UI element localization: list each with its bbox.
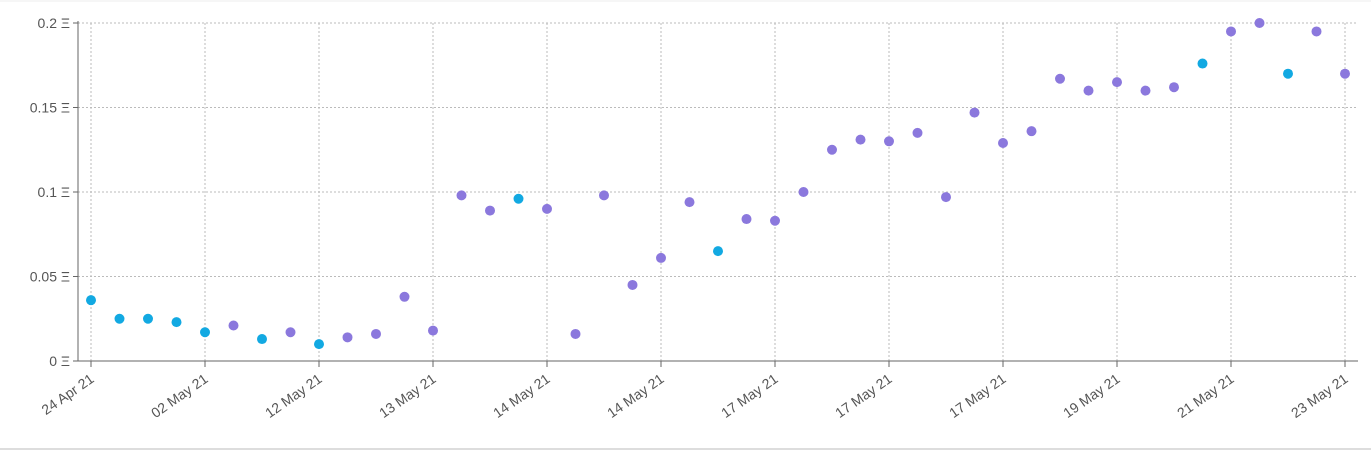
point — [827, 144, 837, 155]
point — [1083, 85, 1094, 96]
point — [456, 190, 467, 201]
point — [285, 327, 296, 338]
point — [86, 295, 96, 306]
point — [855, 134, 866, 145]
point — [200, 327, 210, 338]
point — [1140, 85, 1151, 96]
point — [969, 107, 980, 118]
point — [627, 279, 638, 290]
point — [998, 137, 1008, 148]
point — [114, 313, 125, 324]
x-tick-label: 24 Apr 21 — [38, 370, 96, 418]
point — [1169, 82, 1179, 93]
point — [399, 291, 410, 302]
x-tick-label: 12 May 21 — [262, 370, 325, 421]
y-tick-label: 0 Ξ — [49, 353, 70, 369]
point — [1112, 77, 1122, 88]
x-tick-label: 02 May 21 — [148, 370, 211, 421]
point — [1283, 68, 1293, 79]
point — [171, 317, 182, 328]
point — [542, 203, 552, 214]
y-tick-label: 0.05 Ξ — [30, 269, 70, 285]
point — [1340, 68, 1350, 79]
point — [1197, 58, 1208, 69]
x-tick-label: 21 May 21 — [1174, 370, 1237, 421]
point — [884, 136, 894, 147]
point — [684, 197, 695, 208]
point — [599, 190, 609, 201]
point — [228, 320, 239, 331]
y-tick-label: 0.2 Ξ — [38, 15, 70, 31]
point — [314, 339, 324, 350]
point — [1254, 18, 1265, 28]
point — [428, 325, 438, 336]
x-tick-label: 23 May 21 — [1288, 370, 1351, 421]
point — [912, 127, 923, 138]
point — [513, 193, 524, 204]
point — [656, 252, 666, 263]
x-tick-label: 17 May 21 — [718, 370, 781, 421]
point — [1311, 26, 1322, 37]
point — [741, 214, 752, 225]
point — [570, 328, 581, 339]
point — [257, 334, 267, 345]
x-tick-label: 14 May 21 — [604, 370, 667, 421]
x-tick-label: 19 May 21 — [1060, 370, 1123, 421]
point — [941, 192, 951, 203]
x-tick-label: 14 May 21 — [490, 370, 553, 421]
x-tick-label: 17 May 21 — [946, 370, 1009, 421]
point — [713, 246, 723, 257]
point — [770, 215, 780, 226]
point — [371, 328, 381, 339]
point — [1026, 126, 1037, 137]
point — [342, 332, 353, 343]
point — [1226, 26, 1236, 37]
point — [485, 205, 495, 216]
x-tick-label: 13 May 21 — [376, 370, 439, 421]
y-tick-label: 0.15 Ξ — [30, 100, 70, 116]
point — [143, 313, 153, 324]
point — [1055, 73, 1065, 84]
y-tick-label: 0.1 Ξ — [38, 184, 70, 200]
point — [798, 187, 809, 197]
x-tick-label: 17 May 21 — [832, 370, 895, 421]
